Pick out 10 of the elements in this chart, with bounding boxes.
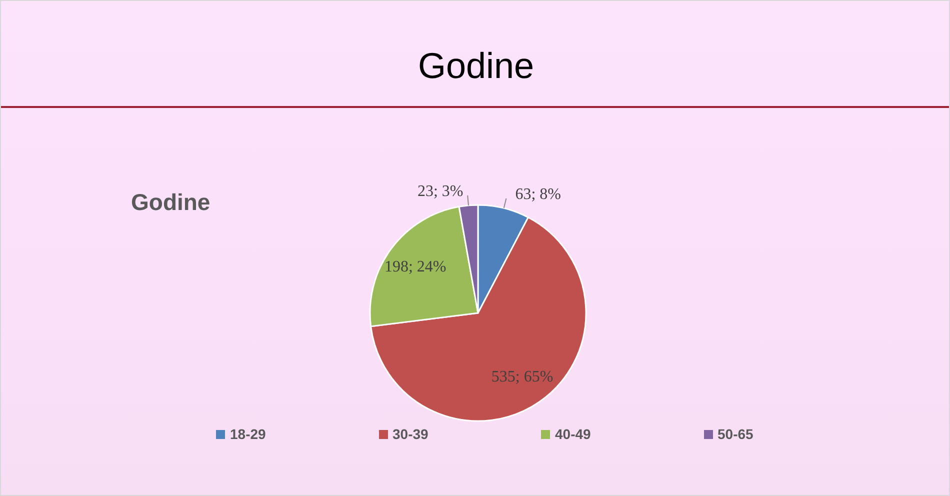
chart-subtitle: Godine bbox=[131, 189, 210, 216]
legend-label: 40-49 bbox=[555, 426, 591, 442]
legend-label: 18-29 bbox=[230, 426, 266, 442]
legend-label: 30-39 bbox=[392, 426, 428, 442]
data-label: 63; 8% bbox=[515, 186, 561, 204]
chart-title: Godine bbox=[416, 45, 536, 87]
data-label: 535; 65% bbox=[491, 368, 554, 386]
legend-label: 50-65 bbox=[718, 426, 754, 442]
data-label: 198; 24% bbox=[384, 258, 446, 276]
data-label: 23; 3% bbox=[417, 182, 464, 200]
